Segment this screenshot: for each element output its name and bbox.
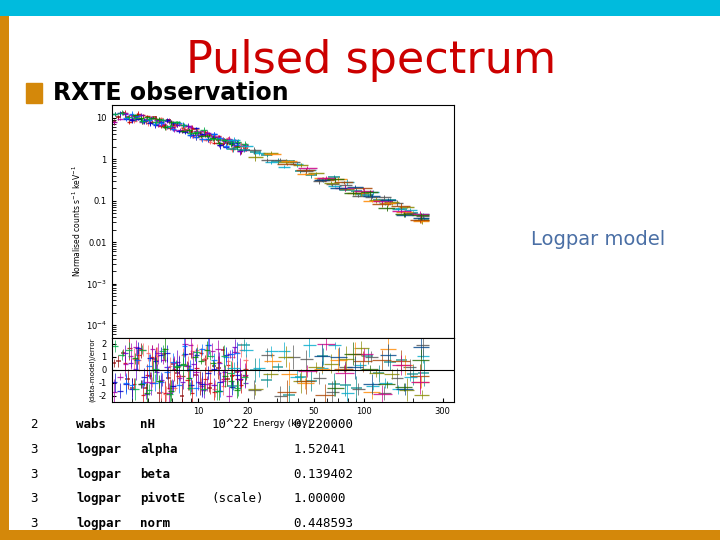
- Text: RXTE observation: RXTE observation: [53, 81, 289, 105]
- Text: 0.220000: 0.220000: [293, 418, 354, 431]
- Y-axis label: (data-model)/error: (data-model)/error: [89, 338, 96, 402]
- Text: logpar: logpar: [76, 443, 121, 456]
- Text: beta: beta: [140, 468, 170, 481]
- Text: 0.448593: 0.448593: [293, 517, 354, 530]
- Text: 3: 3: [30, 443, 37, 456]
- Text: 1.00000: 1.00000: [293, 492, 346, 505]
- Text: wabs: wabs: [76, 418, 107, 431]
- Text: alpha: alpha: [140, 443, 178, 456]
- Text: Pulsed spectrum: Pulsed spectrum: [186, 39, 557, 82]
- Y-axis label: Normalised counts s$^{-1}$ keV$^{-1}$: Normalised counts s$^{-1}$ keV$^{-1}$: [71, 165, 83, 278]
- Text: 3: 3: [30, 492, 37, 505]
- Text: 3: 3: [30, 517, 37, 530]
- Text: 3: 3: [30, 468, 37, 481]
- Text: (scale): (scale): [212, 492, 264, 505]
- Text: 1.52041: 1.52041: [293, 443, 346, 456]
- FancyBboxPatch shape: [27, 83, 42, 103]
- Text: logpar: logpar: [76, 468, 121, 481]
- Text: logpar: logpar: [76, 492, 121, 505]
- Text: 0.139402: 0.139402: [293, 468, 354, 481]
- Text: 2: 2: [30, 418, 37, 431]
- X-axis label: Energy (keV): Energy (keV): [253, 419, 312, 428]
- Text: norm: norm: [140, 517, 170, 530]
- Text: logpar: logpar: [76, 517, 121, 530]
- Text: pivotE: pivotE: [140, 492, 185, 505]
- Text: 10^22: 10^22: [212, 418, 249, 431]
- Text: nH: nH: [140, 418, 156, 431]
- Text: Logpar model: Logpar model: [531, 231, 666, 249]
